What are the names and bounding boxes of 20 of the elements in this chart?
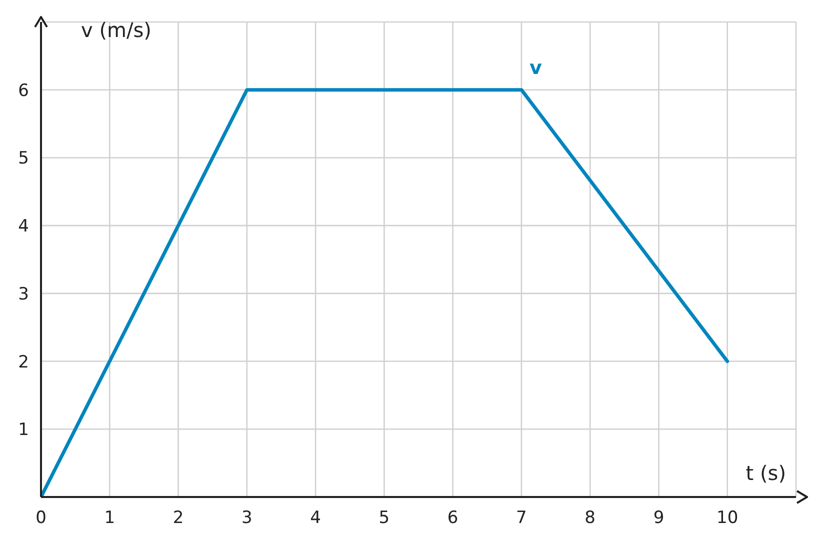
x-tick-label: 5: [378, 508, 390, 528]
series-label: v: [529, 56, 542, 79]
x-tick-label: 10: [716, 508, 738, 528]
x-tick-label: 6: [447, 508, 458, 528]
x-tick-label: 7: [516, 508, 527, 528]
y-tick-label: 1: [18, 420, 29, 440]
y-axis-title: v (m/s): [81, 18, 152, 42]
x-tick-label: 9: [653, 508, 664, 528]
y-tick-label: 5: [18, 148, 29, 169]
x-tick-label: 2: [172, 508, 184, 528]
y-tick-label: 6: [18, 80, 29, 101]
x-tick-label: 8: [584, 508, 596, 528]
x-tick-label: 1: [104, 508, 116, 528]
y-tick-label: 2: [18, 352, 29, 372]
y-tick-label: 4: [18, 216, 29, 237]
x-tick-label: 0: [36, 508, 46, 528]
x-tick-label: 4: [310, 508, 321, 528]
x-axis-title: t (s): [746, 461, 786, 485]
x-tick-label: 3: [241, 508, 252, 528]
y-tick-label: 3: [18, 284, 29, 304]
